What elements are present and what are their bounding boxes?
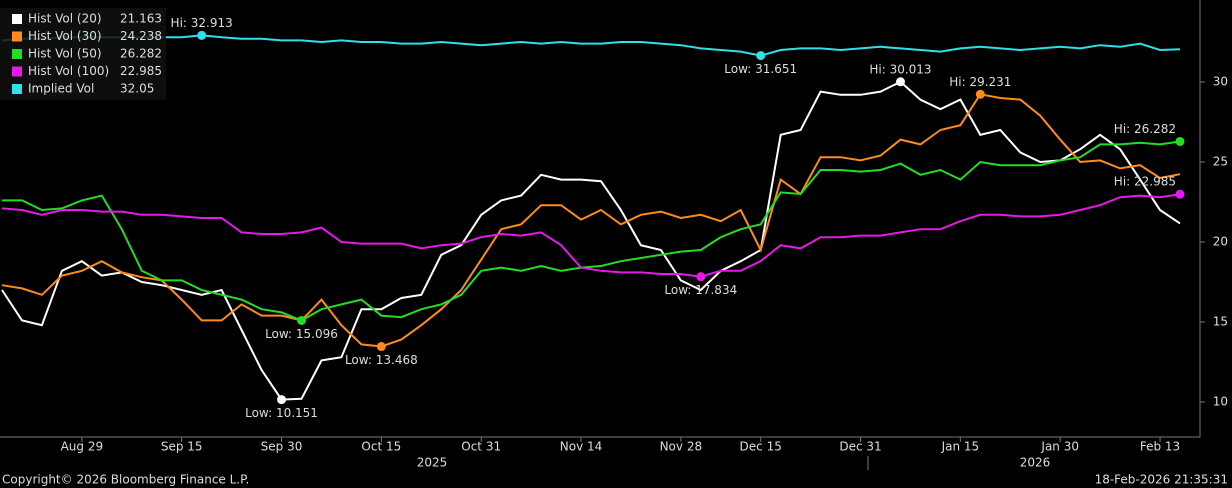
y-tick-label: 30 [1213, 75, 1228, 89]
extreme-marker [975, 89, 985, 99]
extreme-label: Hi: 32.913 [171, 16, 233, 30]
extreme-marker [1175, 136, 1185, 146]
extreme-marker [277, 395, 287, 405]
series-line [2, 140, 1181, 322]
legend-label: Hist Vol (30) [28, 29, 102, 43]
legend-value: 21.163 [120, 12, 162, 26]
year-label: 2025 [417, 456, 448, 470]
x-tick-label: Jan 30 [1040, 440, 1079, 454]
y-tick-label: 25 [1213, 155, 1228, 169]
y-tick-label: 10 [1213, 395, 1228, 409]
legend-label: Implied Vol [28, 82, 94, 96]
legend-swatch [12, 84, 22, 94]
series-line [1, 80, 1181, 401]
x-tick-label: Aug 29 [61, 440, 104, 454]
legend-box [0, 8, 166, 100]
x-tick-label: Dec 15 [740, 440, 782, 454]
extreme-label: Hi: 26.282 [1114, 122, 1176, 136]
legend-value: 26.282 [120, 47, 162, 61]
legend-value: 24.238 [120, 29, 162, 43]
extreme-marker [197, 30, 207, 40]
legend-label: Hist Vol (50) [28, 47, 102, 61]
x-tick-label: Nov 28 [660, 440, 703, 454]
extreme-marker [895, 77, 905, 87]
legend-swatch [12, 31, 22, 42]
legend-swatch [12, 14, 22, 24]
x-tick-label: Feb 13 [1140, 440, 1180, 454]
extreme-label: Low: 10.151 [245, 406, 318, 420]
extreme-label: Hi: 22.985 [1114, 175, 1176, 189]
extreme-label: Low: 15.096 [265, 327, 338, 341]
extreme-label: Low: 31.651 [724, 62, 797, 76]
series-line [1, 193, 1181, 278]
legend-swatch [12, 66, 22, 77]
legend-label: Hist Vol (20) [28, 12, 102, 26]
x-tick-label: Jan 15 [941, 440, 980, 454]
extreme-marker [376, 342, 386, 352]
copyright: Copyright© 2026 Bloomberg Finance L.P. [2, 473, 249, 487]
x-tick-label: Oct 15 [361, 440, 401, 454]
extreme-marker [296, 315, 306, 325]
extreme-label: Hi: 29.231 [949, 75, 1011, 89]
x-tick-label: Sep 30 [261, 440, 303, 454]
x-tick-label: Sep 15 [161, 440, 203, 454]
y-tick-label: 20 [1213, 235, 1228, 249]
extreme-marker [1175, 189, 1185, 199]
legend: Hist Vol (20) 21.163 Hist Vol (30) 24.238 Hi… [0, 8, 166, 100]
extreme-marker [756, 51, 766, 61]
x-tick-label: Dec 31 [839, 440, 881, 454]
timestamp: 18-Feb-2026 21:35:31 [1095, 473, 1228, 487]
year-label: 2026 [1020, 456, 1051, 470]
x-tick-label: Nov 14 [560, 440, 603, 454]
extreme-label: Hi: 30.013 [869, 62, 931, 76]
extreme-label: Low: 17.834 [664, 283, 737, 297]
y-tick-label: 15 [1213, 315, 1228, 329]
extreme-label: Low: 13.468 [345, 353, 418, 367]
legend-value: 22.985 [120, 64, 162, 78]
legend-label: Hist Vol (100) [28, 64, 109, 78]
x-tick-label: Oct 31 [461, 440, 501, 454]
legend-swatch [12, 49, 22, 59]
legend-value: 32.05 [120, 82, 154, 96]
extreme-marker [696, 272, 706, 282]
